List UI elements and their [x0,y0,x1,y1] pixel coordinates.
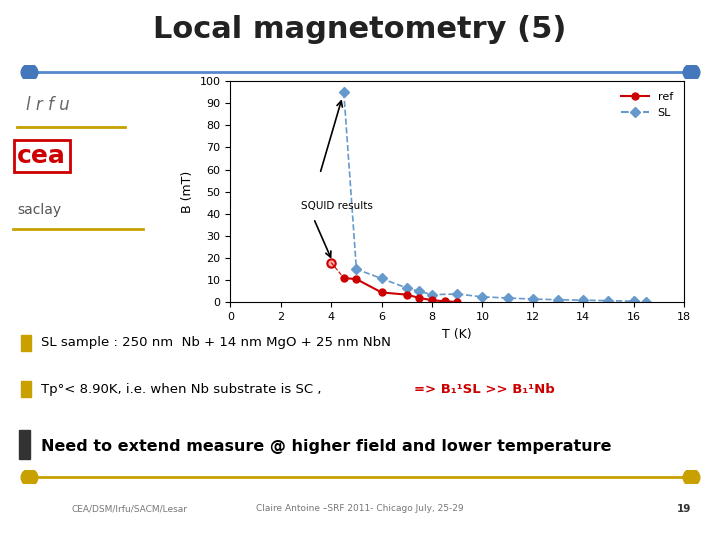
Y-axis label: B (mT): B (mT) [181,171,194,213]
Text: SL sample : 250 nm  Nb + 14 nm MgO + 25 nm NbN: SL sample : 250 nm Nb + 14 nm MgO + 25 n… [40,336,390,349]
SL [352,266,361,272]
Line: ref: ref [341,274,461,306]
Text: Need to extend measure @ higher field and lower temperature: Need to extend measure @ higher field an… [40,439,611,454]
FancyBboxPatch shape [22,381,31,397]
Text: Local magnetometry (5): Local magnetometry (5) [153,15,567,44]
SL [377,275,386,282]
SL [629,298,638,305]
Text: saclay: saclay [17,203,61,217]
ref [453,299,462,305]
Legend: ref, SL: ref, SL [616,86,678,123]
Text: cea: cea [17,144,66,168]
SL [503,295,512,301]
Text: => B₁¹SL >> B₁¹Nb: => B₁¹SL >> B₁¹Nb [414,382,554,395]
ref [428,297,436,303]
X-axis label: T (K): T (K) [442,328,472,341]
SL [579,297,588,303]
SL [428,292,436,298]
ref [340,275,348,281]
Text: l r f u: l r f u [26,96,70,114]
Text: CEA/DSM/Irfu/SACM/Lesar: CEA/DSM/Irfu/SACM/Lesar [72,504,188,514]
ref [441,298,449,305]
Line: SL: SL [341,89,649,305]
SL [402,285,411,291]
Text: SQUID results: SQUID results [301,201,373,212]
Text: 19: 19 [677,504,691,514]
Text: Claire Antoine –SRF 2011- Chicago July, 25-29: Claire Antoine –SRF 2011- Chicago July, … [256,504,464,514]
SL [642,299,651,305]
ref [415,295,423,301]
SL [554,296,562,303]
SL [528,296,537,302]
Text: Tp°< 8.90K, i.e. when Nb substrate is SC ,: Tp°< 8.90K, i.e. when Nb substrate is SC… [40,382,325,395]
SL [340,89,348,96]
FancyBboxPatch shape [22,335,31,351]
ref [352,276,361,282]
ref [377,289,386,296]
SL [604,298,613,304]
SL [453,291,462,297]
SL [415,288,423,295]
ref [402,292,411,298]
SL [478,294,487,300]
FancyBboxPatch shape [19,430,30,459]
